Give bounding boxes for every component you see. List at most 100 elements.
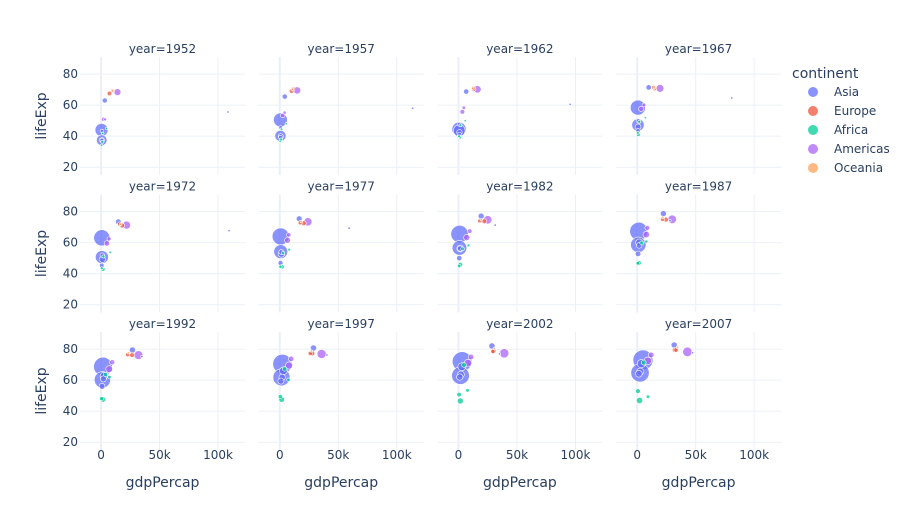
y-tick-label: 40 [63,404,78,418]
facet-title: year=2007 [665,317,732,331]
data-point [106,90,113,97]
y-tick-label: 20 [63,298,78,312]
data-point [108,250,112,255]
facet-title: year=1957 [308,42,375,56]
data-point [456,392,462,398]
legend-item-label[interactable]: Americas [834,142,890,156]
legend-marker[interactable] [808,106,818,116]
data-point [281,251,286,256]
facet-title: year=1992 [129,317,196,331]
legend-item-label[interactable]: Europe [834,104,876,118]
x-tick-label: 100k [739,448,769,462]
data-point [642,230,650,239]
data-point [458,123,463,128]
data-point [691,351,695,355]
legend-item-label[interactable]: Africa [834,123,868,137]
data-point [277,377,285,385]
x-tick-label: 0 [97,448,105,462]
data-point [299,220,303,224]
data-point [278,139,282,143]
data-point [106,236,112,242]
data-point [286,377,291,382]
data-point [99,266,104,271]
y-tick-label: 60 [63,98,78,112]
legend-marker[interactable] [808,87,818,97]
data-point [284,122,288,126]
data-point [635,388,641,394]
data-point [281,93,288,100]
data-point [101,131,105,135]
legend-marker[interactable] [808,144,818,154]
data-point [129,352,135,358]
data-point [667,214,677,224]
data-point [645,84,652,91]
data-point [280,113,286,119]
data-point [471,86,475,90]
data-point [278,264,283,269]
data-point [493,223,497,227]
facet-title: year=1987 [665,180,732,194]
data-point [459,109,466,115]
data-point [675,345,680,349]
data-point [648,351,655,359]
legend-item-label[interactable]: Asia [834,85,859,99]
data-point [287,247,291,252]
data-point [492,346,496,350]
data-point [490,348,496,354]
legend-marker[interactable] [808,163,818,173]
data-point [457,397,464,405]
y-tick-label: 80 [63,342,78,356]
data-point [227,229,231,233]
data-point [673,347,679,353]
y-tick-label: 20 [63,435,78,449]
data-point [668,219,672,223]
data-point [309,349,313,353]
x-tick-label: 100k [382,448,412,462]
facet-title: year=1967 [665,42,732,56]
y-axis-label: lifeExp [34,367,50,414]
x-tick-label: 100k [561,448,591,462]
data-point [98,383,106,390]
data-point [644,239,649,244]
x-tick-label: 0 [276,448,284,462]
data-point [103,240,110,247]
data-point [129,346,136,354]
data-point [467,228,473,234]
data-point [100,140,105,144]
data-point [347,226,351,230]
facet-title: year=2002 [486,317,553,331]
data-point [638,105,645,112]
data-point [661,215,665,219]
data-point [637,119,642,124]
x-tick-label: 0 [455,448,463,462]
data-point [282,110,287,115]
x-tick-label: 50k [685,448,707,462]
data-point [641,102,647,108]
x-tick-label: 50k [506,448,528,462]
data-point [103,117,107,122]
data-point [466,243,471,248]
legend-title: continent [792,66,859,82]
data-point [463,88,470,95]
data-point [635,370,643,378]
data-point [652,86,656,90]
legend-item-label[interactable]: Oceania [834,161,883,175]
data-point [288,355,295,362]
legend-marker[interactable] [808,125,818,135]
data-point [634,250,642,257]
data-point [499,348,510,359]
data-point [568,102,572,106]
data-point [456,255,463,262]
data-point [645,394,651,399]
x-axis-label: gdpPercap [304,475,378,491]
data-point [285,361,293,370]
data-point [730,96,734,100]
facet-title: year=1962 [486,42,553,56]
data-point [105,365,113,373]
data-point [279,127,284,132]
data-point [325,353,329,357]
data-point [101,254,106,259]
data-point [465,388,470,393]
x-tick-label: 50k [148,448,170,462]
data-point [457,264,462,269]
